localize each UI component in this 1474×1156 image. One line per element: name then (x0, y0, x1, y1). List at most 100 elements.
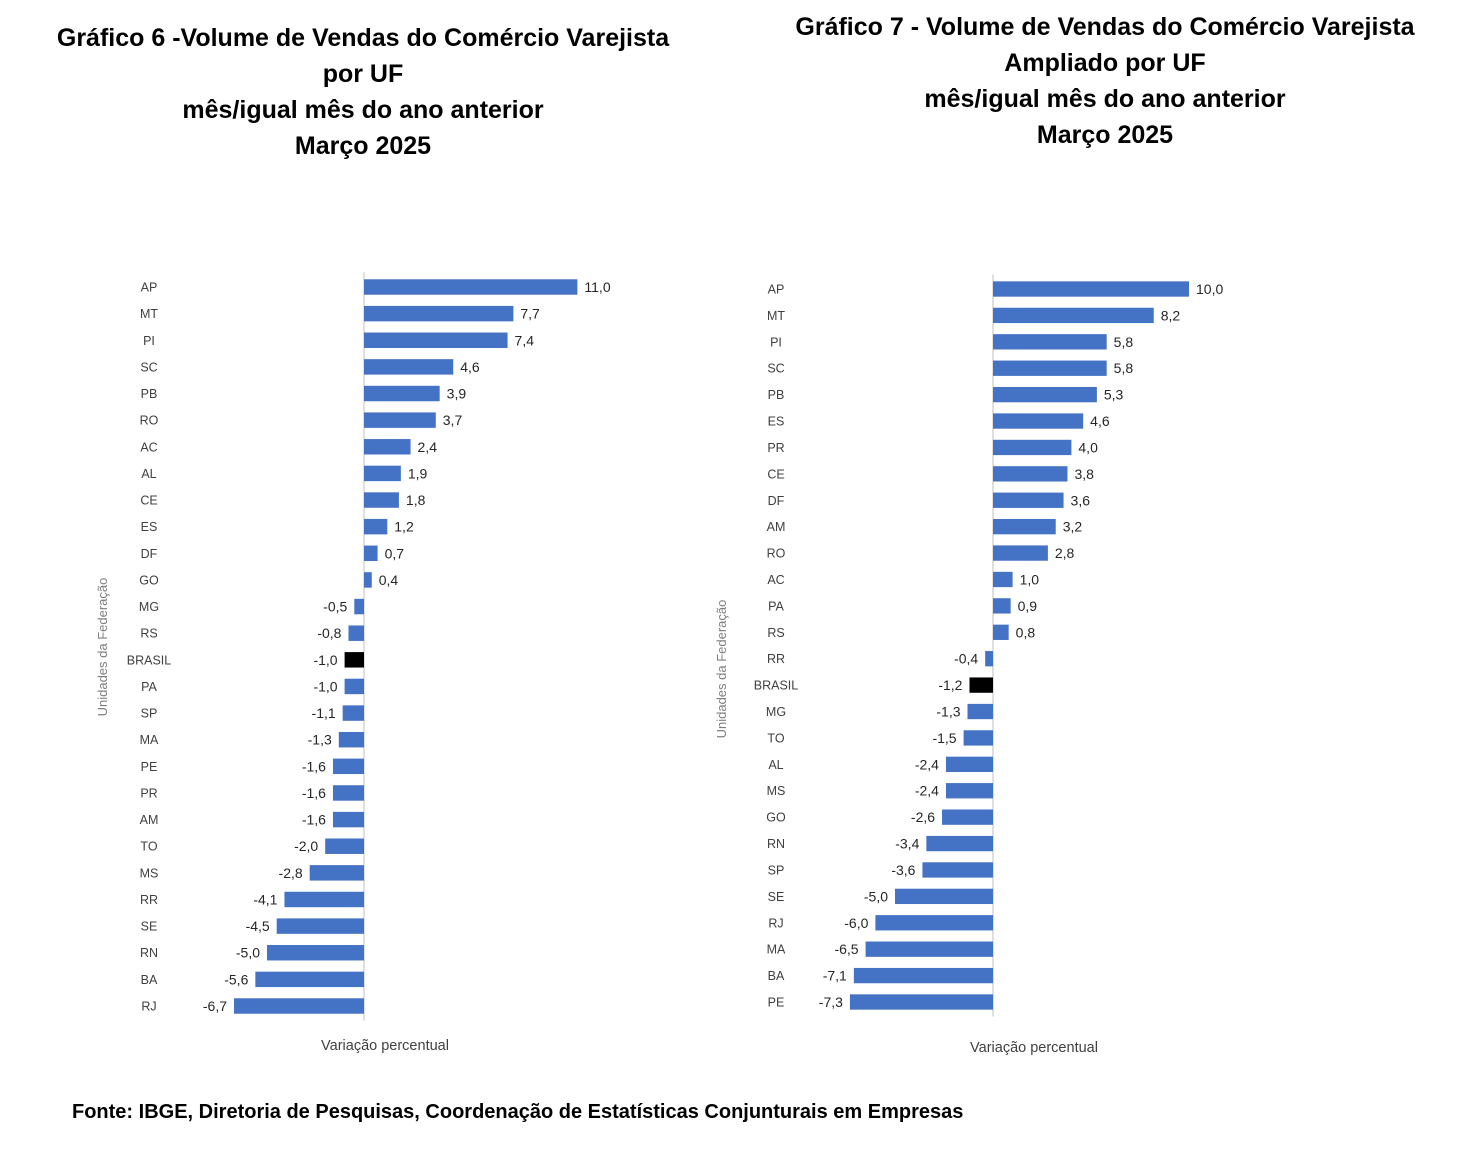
category-label: PB (768, 388, 785, 402)
bar (364, 492, 399, 508)
category-label: AC (140, 440, 157, 454)
category-label: PR (767, 441, 784, 455)
y-axis-label: Unidades da Federação (95, 578, 110, 717)
bar (338, 731, 364, 748)
bar (364, 412, 436, 428)
value-label: 1,0 (1020, 571, 1040, 587)
category-label: SP (768, 863, 785, 877)
category-label: CE (767, 467, 784, 481)
value-label: 0,7 (385, 545, 405, 561)
value-label: 5,8 (1114, 334, 1134, 350)
value-label: -2,4 (915, 783, 939, 799)
category-label: AL (141, 467, 156, 481)
bar (364, 385, 440, 402)
bar (284, 891, 364, 908)
bar (945, 783, 993, 799)
category-label: SC (140, 360, 157, 374)
category-label: PR (140, 786, 157, 800)
bar (332, 758, 364, 775)
title-line: Março 2025 (294, 132, 432, 160)
category-label: AL (768, 758, 783, 772)
value-label: -6,0 (844, 915, 868, 931)
value-label: -1,6 (302, 785, 326, 801)
bar (364, 465, 401, 482)
value-label: -1,6 (302, 758, 326, 774)
value-label: -0,8 (317, 625, 341, 641)
value-label: -1,1 (312, 705, 336, 721)
chart-title-left: Gráfico 6 -Volume de Vendas do Comércio … (20, 20, 706, 164)
category-label: PE (141, 760, 158, 774)
category-label: BA (768, 969, 785, 983)
value-label: -2,4 (915, 756, 939, 772)
category-label: PI (143, 334, 155, 348)
value-label: -2,8 (279, 865, 303, 881)
bar (865, 941, 993, 957)
category-label: TO (767, 731, 784, 745)
value-label: 7,7 (520, 306, 540, 322)
value-label: -1,3 (936, 704, 960, 720)
value-label: -5,6 (224, 971, 248, 987)
source-note: Fonte: IBGE, Diretoria de Pesquisas, Coo… (72, 1101, 964, 1123)
value-label: 11,0 (584, 279, 610, 295)
category-label: PA (141, 680, 157, 694)
category-label: DF (768, 494, 785, 508)
bar (922, 862, 993, 878)
category-label: AP (141, 281, 158, 295)
value-label: -2,6 (911, 809, 935, 825)
value-label: 3,7 (443, 412, 463, 428)
title-line: mês/igual mês do ano anterior (924, 85, 1286, 113)
value-label: -2,0 (294, 838, 318, 854)
bar (967, 703, 993, 720)
category-label: AC (767, 573, 784, 587)
category-label: SE (768, 890, 785, 904)
value-label: -1,6 (302, 812, 326, 828)
category-label: BA (141, 973, 158, 987)
value-label: -7,3 (819, 994, 843, 1010)
bar (993, 598, 1011, 614)
category-label: MS (140, 866, 159, 880)
value-label: 1,8 (406, 492, 426, 508)
title-line: Ampliado por UF (1004, 49, 1206, 77)
category-label: MS (767, 784, 786, 798)
category-label: RJ (141, 1000, 156, 1014)
value-label: 2,8 (1055, 545, 1075, 561)
value-label: 4,6 (1090, 413, 1110, 429)
bar (255, 971, 364, 988)
category-label: MT (140, 307, 158, 321)
bar (993, 545, 1048, 561)
chart-title-right: Gráfico 7 - Volume de Vendas do Comércio… (760, 9, 1450, 153)
bar (993, 386, 1097, 403)
category-label: BRASIL (754, 679, 799, 693)
bar (945, 756, 993, 772)
value-label: 10,0 (1196, 281, 1223, 297)
category-label: GO (139, 573, 159, 587)
value-label: 5,8 (1114, 360, 1134, 376)
category-label: ES (141, 520, 158, 534)
category-label: MG (139, 600, 159, 614)
bar (267, 945, 364, 961)
category-label: AM (767, 520, 786, 534)
value-label: 0,9 (1018, 598, 1038, 614)
bar (348, 625, 364, 641)
value-label: 3,6 (1071, 492, 1091, 508)
category-label: AP (768, 283, 785, 297)
bar (875, 915, 993, 931)
bar (926, 835, 993, 852)
category-label: AM (140, 813, 159, 827)
title-line: Março 2025 (1036, 121, 1174, 149)
y-axis-label: Unidades da Federação (714, 600, 729, 739)
bar (993, 492, 1064, 508)
bar (993, 519, 1056, 535)
category-label: RR (140, 893, 158, 907)
value-label: -1,2 (938, 677, 962, 693)
category-label: PB (141, 387, 158, 401)
bar (344, 678, 364, 695)
value-label: -0,4 (954, 651, 978, 667)
category-label: GO (766, 811, 786, 825)
bar (993, 307, 1154, 324)
value-label: -7,1 (823, 968, 847, 984)
bar (942, 809, 993, 825)
value-label: 1,2 (394, 519, 414, 535)
bar (364, 279, 578, 295)
